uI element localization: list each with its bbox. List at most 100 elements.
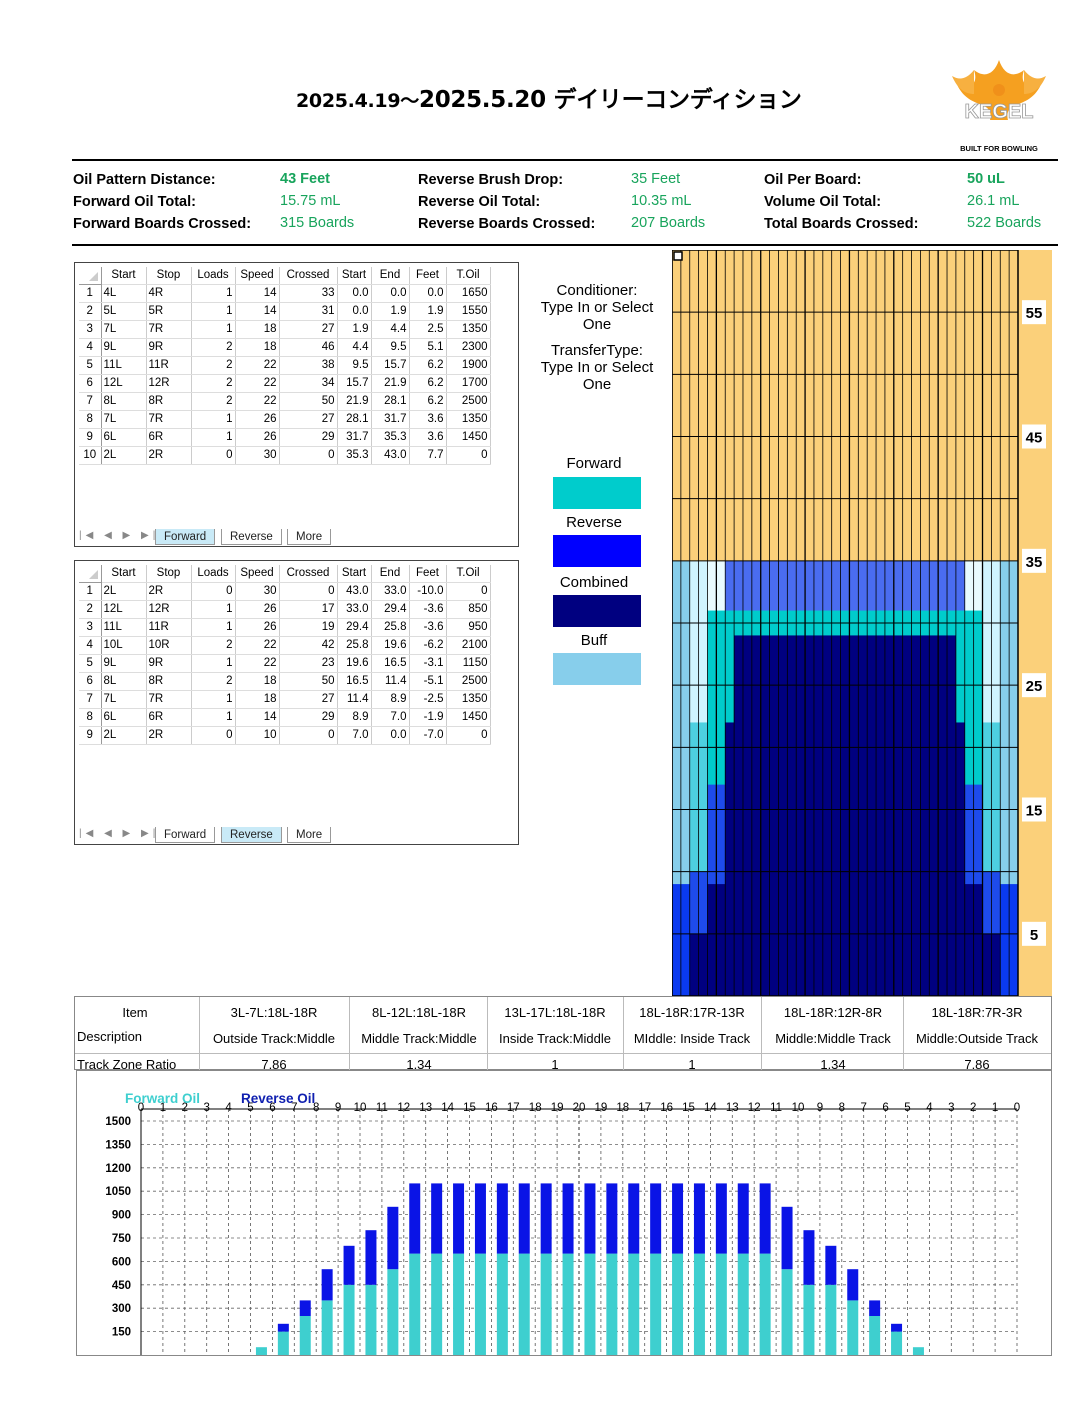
col-header[interactable]: T.Oil [446, 267, 491, 286]
col-header[interactable]: End [371, 267, 410, 286]
table-cell[interactable]: 1 [191, 284, 236, 304]
table-cell[interactable]: 0 [191, 582, 236, 602]
table-cell[interactable]: 1150 [446, 654, 491, 674]
sheet-nav-arrows-icon[interactable]: |◀ ◀ ▶ ▶| [79, 828, 160, 839]
tab-forward[interactable]: Forward [155, 529, 216, 545]
table-cell[interactable]: 12L [101, 600, 147, 620]
table-cell[interactable]: 12R [146, 374, 192, 394]
table-cell[interactable]: 7L [101, 410, 147, 430]
row-number[interactable]: 8 [79, 708, 102, 728]
col-header[interactable]: T.Oil [446, 565, 491, 584]
row-number[interactable]: 2 [79, 600, 102, 620]
table-cell[interactable]: 2 [191, 672, 236, 692]
row-number[interactable]: 7 [79, 690, 102, 710]
table-cell[interactable]: 11L [101, 618, 147, 638]
table-cell[interactable]: 2300 [446, 338, 491, 358]
table-cell[interactable]: 850 [446, 600, 491, 620]
table-row[interactable]: 2 12L 12R 1 26 17 33.0 29.4 -3.6 850 [79, 600, 491, 620]
forward-sheet[interactable]: Start Stop Loads Speed Crossed Start End… [74, 262, 519, 547]
sheet-nav-arrows-icon[interactable]: |◀ ◀ ▶ ▶| [79, 530, 160, 541]
table-row[interactable]: 8 6L 6R 1 14 29 8.9 7.0 -1.9 1450 [79, 708, 491, 728]
table-row[interactable]: 4 9L 9R 2 18 46 4.4 9.5 5.1 2300 [79, 338, 491, 358]
table-cell[interactable]: 0 [279, 446, 338, 466]
table-cell[interactable]: 2R [146, 726, 192, 746]
table-cell[interactable]: 14 [235, 302, 280, 322]
table-cell[interactable]: 33.0 [337, 600, 372, 620]
table-cell[interactable]: 0.0 [337, 284, 372, 304]
table-cell[interactable]: -6.2 [409, 636, 447, 656]
table-cell[interactable]: 11R [146, 356, 192, 376]
table-cell[interactable]: 1 [191, 618, 236, 638]
table-cell[interactable]: 22 [235, 636, 280, 656]
transfer-type-field[interactable]: TransferType: Type In or Select One [527, 342, 667, 393]
col-header[interactable]: Speed [235, 267, 280, 286]
table-cell[interactable]: 23 [279, 654, 338, 674]
table-cell[interactable]: 21.9 [371, 374, 410, 394]
table-cell[interactable]: 6L [101, 428, 147, 448]
table-cell[interactable]: 42 [279, 636, 338, 656]
table-cell[interactable]: 7.0 [337, 726, 372, 746]
row-number[interactable]: 10 [79, 446, 102, 466]
table-row[interactable]: 9 2L 2R 0 10 0 7.0 0.0 -7.0 0 [79, 726, 491, 746]
table-cell[interactable]: 29.4 [337, 618, 372, 638]
tab-reverse[interactable]: Reverse [221, 827, 282, 843]
table-cell[interactable]: 1.9 [337, 320, 372, 340]
table-cell[interactable]: 15.7 [371, 356, 410, 376]
table-row[interactable]: 3 11L 11R 1 26 19 29.4 25.8 -3.6 950 [79, 618, 491, 638]
table-cell[interactable]: 6.2 [409, 392, 447, 412]
table-cell[interactable]: 1.9 [409, 302, 447, 322]
row-number[interactable]: 5 [79, 654, 102, 674]
table-cell[interactable]: 7R [146, 690, 192, 710]
table-cell[interactable]: 2.5 [409, 320, 447, 340]
table-cell[interactable]: 30 [235, 446, 280, 466]
table-cell[interactable]: 2 [191, 374, 236, 394]
table-cell[interactable]: 1 [191, 690, 236, 710]
table-cell[interactable]: 29.4 [371, 600, 410, 620]
table-cell[interactable]: 30 [235, 582, 280, 602]
table-cell[interactable]: 12L [101, 374, 147, 394]
table-cell[interactable]: 0.0 [409, 284, 447, 304]
table-cell[interactable]: -3.1 [409, 654, 447, 674]
table-cell[interactable]: 1 [191, 600, 236, 620]
table-cell[interactable]: 22 [235, 356, 280, 376]
table-cell[interactable]: 0.0 [337, 302, 372, 322]
table-cell[interactable]: 4R [146, 284, 192, 304]
table-cell[interactable]: 50 [279, 392, 338, 412]
tab-more[interactable]: More [287, 529, 332, 545]
table-cell[interactable]: 31 [279, 302, 338, 322]
table-cell[interactable]: 1650 [446, 284, 491, 304]
table-cell[interactable]: 0 [446, 582, 491, 602]
table-cell[interactable]: -5.1 [409, 672, 447, 692]
row-number[interactable]: 9 [79, 428, 102, 448]
table-row[interactable]: 7 7L 7R 1 18 27 11.4 8.9 -2.5 1350 [79, 690, 491, 710]
table-row[interactable]: 5 11L 11R 2 22 38 9.5 15.7 6.2 1900 [79, 356, 491, 376]
table-cell[interactable]: 1 [191, 410, 236, 430]
table-cell[interactable]: 27 [279, 690, 338, 710]
table-cell[interactable]: 4.4 [337, 338, 372, 358]
row-number[interactable]: 3 [79, 320, 102, 340]
table-cell[interactable]: 12R [146, 600, 192, 620]
row-number[interactable]: 9 [79, 726, 102, 746]
table-row[interactable]: 9 6L 6R 1 26 29 31.7 35.3 3.6 1450 [79, 428, 491, 448]
table-cell[interactable]: 2R [146, 582, 192, 602]
table-cell[interactable]: 35.3 [371, 428, 410, 448]
row-number[interactable]: 6 [79, 672, 102, 692]
col-header[interactable]: Loads [191, 267, 236, 286]
table-cell[interactable]: 1450 [446, 428, 491, 448]
table-cell[interactable]: 21.9 [337, 392, 372, 412]
tab-reverse[interactable]: Reverse [221, 529, 282, 545]
table-cell[interactable]: 0 [279, 726, 338, 746]
table-cell[interactable]: 11.4 [337, 690, 372, 710]
table-cell[interactable]: 1900 [446, 356, 491, 376]
table-row[interactable]: 2 5L 5R 1 14 31 0.0 1.9 1.9 1550 [79, 302, 491, 322]
table-cell[interactable]: 8R [146, 392, 192, 412]
table-cell[interactable]: 1350 [446, 410, 491, 430]
table-cell[interactable]: 35.3 [337, 446, 372, 466]
table-row[interactable]: 7 8L 8R 2 22 50 21.9 28.1 6.2 2500 [79, 392, 491, 412]
table-cell[interactable]: 33 [279, 284, 338, 304]
table-cell[interactable]: 43.0 [337, 582, 372, 602]
table-cell[interactable]: 29 [279, 428, 338, 448]
table-row[interactable]: 6 8L 8R 2 18 50 16.5 11.4 -5.1 2500 [79, 672, 491, 692]
table-cell[interactable]: 8.9 [337, 708, 372, 728]
reverse-sheet[interactable]: Start Stop Loads Speed Crossed Start End… [74, 560, 519, 845]
